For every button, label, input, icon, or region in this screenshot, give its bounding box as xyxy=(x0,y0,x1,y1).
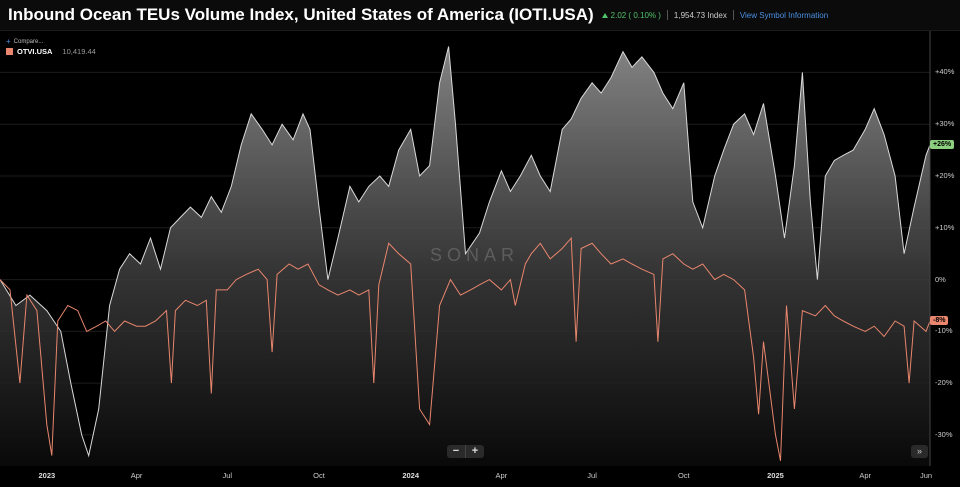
y-tick-label: -30% xyxy=(935,429,953,439)
index-price: 1,954.73 Index xyxy=(673,10,727,20)
view-symbol-info-link[interactable]: View Symbol Information xyxy=(739,10,829,20)
otvi-line xyxy=(0,236,931,461)
compare-button[interactable]: + Compare... xyxy=(6,37,43,46)
y-tick-label: 0% xyxy=(935,274,946,284)
zoom-out-button[interactable]: − xyxy=(452,445,460,457)
sonar-watermark: SONAR xyxy=(430,245,520,265)
legend-series-value: 10,419.44 xyxy=(62,47,96,56)
price-change: 2.02 ( 0.10% ) xyxy=(601,10,661,20)
chart-title: Inbound Ocean TEUs Volume Index, United … xyxy=(8,5,594,24)
legend-swatch xyxy=(6,48,13,55)
x-tick-label: 2023 xyxy=(38,471,56,480)
zoom-in-button[interactable]: + xyxy=(465,445,484,458)
chart-plot[interactable] xyxy=(0,31,960,466)
y-tick-label: +10% xyxy=(935,222,955,232)
y-tick-label: +40% xyxy=(935,67,955,77)
header-divider xyxy=(732,10,734,20)
up-arrow-icon xyxy=(601,12,608,18)
header-bar: Inbound Ocean TEUs Volume Index, United … xyxy=(0,0,960,31)
price-change-text: 2.02 ( 0.10% ) xyxy=(610,10,661,20)
zoom-controls: − + xyxy=(447,445,484,458)
last-value-badge: +26% xyxy=(930,139,955,149)
legend-series-name: OTVI.USA xyxy=(17,47,53,56)
x-tick-label: 2024 xyxy=(402,471,420,480)
legend[interactable]: OTVI.USA 10,419.44 xyxy=(6,47,96,56)
ioti-line xyxy=(0,46,931,458)
x-tick-label: Jul xyxy=(222,471,233,480)
x-tick-label: 2025 xyxy=(767,471,784,480)
x-tick-label: Apr xyxy=(495,471,508,480)
y-tick-label: +20% xyxy=(935,171,955,180)
compare-label: Compare... xyxy=(13,38,44,45)
x-tick-label: Apr xyxy=(859,471,872,480)
y-tick-label: -10% xyxy=(935,326,953,336)
y-tick-label: -20% xyxy=(935,378,953,388)
x-tick-label: Oct xyxy=(677,471,690,480)
x-tick-label: Jun xyxy=(919,471,933,480)
plus-icon: + xyxy=(6,37,11,46)
scroll-to-latest-button[interactable]: » xyxy=(911,445,928,458)
ioti-area xyxy=(0,46,930,466)
x-tick-label: Oct xyxy=(313,471,325,480)
x-tick-label: Apr xyxy=(130,471,143,480)
y-tick-label: +30% xyxy=(935,119,955,129)
x-tick-label: Jul xyxy=(587,471,597,480)
header-divider xyxy=(666,10,668,20)
last-value-badge: -8% xyxy=(930,316,949,325)
